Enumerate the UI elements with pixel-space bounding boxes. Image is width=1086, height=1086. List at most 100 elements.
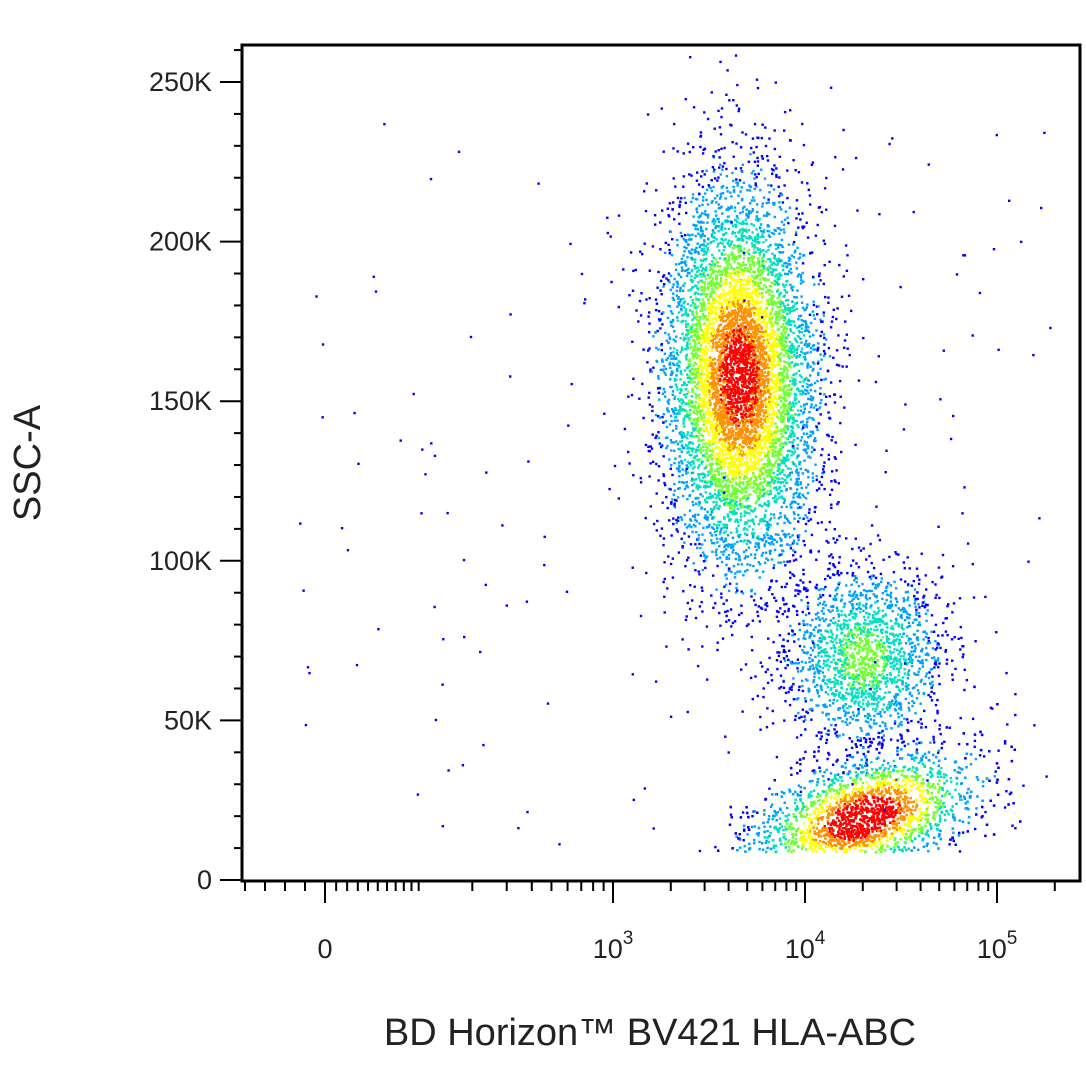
event-point	[768, 400, 771, 404]
event-point	[716, 373, 719, 377]
event-point	[713, 505, 716, 508]
event-point	[718, 307, 722, 311]
event-point	[745, 379, 748, 382]
event-point	[723, 387, 726, 391]
event-point	[763, 492, 766, 496]
event-point	[693, 482, 696, 485]
event-point	[707, 359, 710, 362]
event-point	[789, 547, 793, 550]
event-point	[771, 408, 774, 411]
event-point	[769, 302, 772, 305]
event-point	[752, 169, 755, 173]
event-point	[778, 485, 781, 489]
event-point	[836, 307, 839, 310]
event-point	[783, 392, 786, 395]
event-point	[773, 201, 776, 205]
event-point	[843, 406, 846, 409]
event-point	[699, 410, 702, 413]
event-point	[713, 231, 716, 235]
event-point	[777, 246, 780, 249]
event-point	[758, 492, 761, 495]
event-point	[816, 362, 820, 365]
event-point	[759, 469, 762, 472]
event-point	[684, 435, 687, 438]
event-point	[788, 263, 792, 266]
event-point	[755, 176, 758, 179]
event-point	[754, 446, 757, 449]
event-point	[792, 243, 795, 246]
event-point	[704, 295, 707, 298]
event-point	[696, 369, 699, 372]
event-point	[742, 361, 745, 364]
event-point	[782, 310, 785, 313]
event-point	[748, 563, 752, 567]
event-point	[745, 214, 748, 217]
event-point	[757, 315, 761, 318]
event-point	[699, 414, 703, 417]
event-point	[736, 83, 739, 87]
event-point	[677, 468, 680, 471]
event-point	[729, 344, 732, 347]
event-point	[731, 492, 734, 495]
event-point	[796, 363, 800, 366]
event-point	[743, 453, 747, 456]
event-point	[736, 410, 739, 413]
event-point	[788, 340, 792, 344]
event-point	[783, 288, 786, 292]
scatter-points	[299, 54, 1052, 854]
event-point	[738, 378, 742, 381]
event-point	[810, 403, 813, 406]
event-point	[712, 442, 715, 445]
event-point	[725, 93, 728, 96]
event-point	[743, 327, 747, 331]
event-point	[705, 324, 708, 327]
event-point	[659, 368, 662, 371]
event-point	[782, 396, 786, 400]
event-point	[691, 500, 694, 504]
event-point	[726, 338, 729, 341]
event-point	[816, 223, 819, 227]
event-point	[702, 253, 705, 256]
event-point	[769, 319, 773, 322]
event-point	[774, 442, 777, 445]
event-point	[784, 210, 788, 213]
event-point	[808, 342, 811, 346]
event-point	[684, 443, 688, 447]
event-point	[774, 81, 777, 84]
event-point	[748, 310, 751, 314]
event-point	[686, 322, 690, 326]
event-point	[778, 243, 781, 246]
event-point	[696, 330, 699, 334]
event-point	[738, 359, 741, 362]
event-point	[720, 592, 723, 595]
event-point	[776, 378, 779, 381]
event-point	[756, 397, 760, 400]
event-point	[694, 197, 698, 201]
event-point	[713, 197, 717, 200]
event-point	[766, 534, 769, 537]
event-point	[705, 390, 708, 393]
event-point	[809, 203, 812, 206]
event-point	[725, 186, 729, 189]
event-point	[689, 518, 692, 521]
event-point	[806, 182, 809, 185]
event-point	[761, 205, 764, 208]
event-point	[722, 523, 725, 526]
event-point	[728, 373, 732, 376]
event-point	[754, 439, 757, 442]
event-point	[684, 337, 687, 340]
event-point	[806, 516, 809, 519]
event-point	[805, 306, 808, 309]
event-point	[794, 379, 797, 382]
event-point	[716, 641, 719, 644]
event-point	[742, 381, 746, 384]
event-point	[777, 300, 781, 303]
event-point	[862, 336, 865, 340]
event-point	[838, 379, 842, 383]
event-point	[823, 352, 827, 355]
event-point	[813, 362, 816, 365]
event-point	[762, 241, 765, 244]
event-point	[701, 359, 704, 362]
event-point	[649, 462, 652, 465]
event-point	[754, 250, 757, 254]
